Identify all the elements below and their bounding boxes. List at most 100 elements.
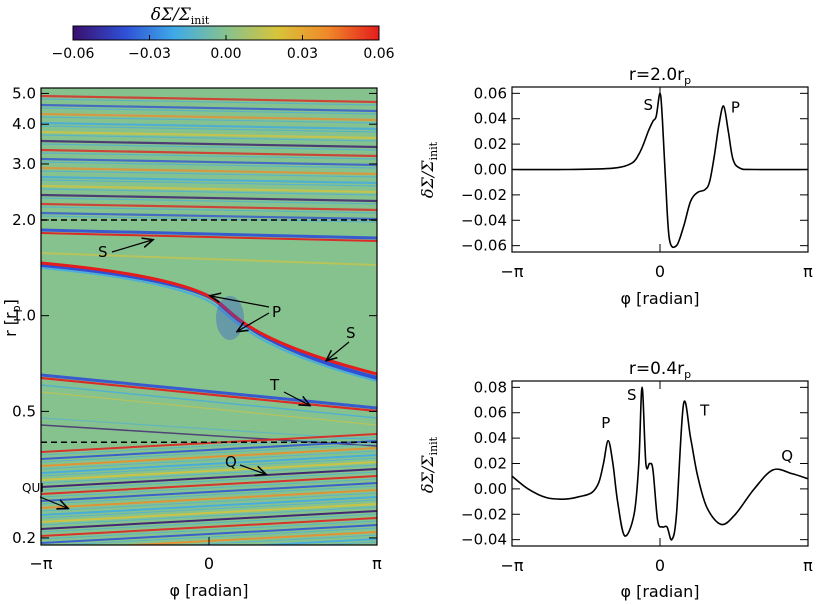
- plot-r2-xlabel: φ [radian]: [620, 289, 699, 308]
- map-band: [41, 193, 377, 203]
- colorbar-tick-label: −0.06: [52, 46, 95, 62]
- data-point: [565, 168, 567, 171]
- plot-r2-xticks: −π 0 π: [500, 87, 813, 281]
- map-ytick-label: 5.0: [12, 84, 36, 102]
- data-point: [697, 475, 699, 477]
- map-band: [41, 454, 377, 474]
- plot-r2-title: r=2.0rp: [629, 65, 691, 87]
- data-point: [624, 535, 626, 537]
- ytick-label: −0.02: [461, 505, 507, 523]
- colorbar-tick-label: 0.00: [210, 46, 241, 62]
- data-point: [690, 437, 692, 439]
- map-band: [41, 139, 377, 149]
- data-point: [652, 469, 654, 471]
- data-point: [642, 143, 645, 145]
- data-point: [720, 523, 722, 526]
- map-band: [41, 152, 377, 160]
- data-point: [706, 507, 708, 509]
- arrow-P1: [211, 296, 270, 308]
- data-point: [704, 189, 706, 191]
- map-band: [41, 121, 377, 131]
- data-point: [633, 513, 635, 515]
- arrow-T: [283, 391, 309, 405]
- map-ytick-label: 0.2: [12, 529, 36, 547]
- ytick-label: −0.04: [461, 211, 507, 229]
- data-point: [638, 153, 640, 155]
- map-ytick-label: 1.0: [12, 307, 36, 325]
- xtick-label: −π: [500, 556, 523, 575]
- map-xtick-label: π: [372, 554, 382, 573]
- map-band: [41, 175, 377, 185]
- data-point: [807, 168, 809, 171]
- data-point: [722, 105, 725, 107]
- data-point: [612, 462, 614, 465]
- data-point: [652, 120, 654, 122]
- data-point: [666, 526, 668, 528]
- data-point: [718, 124, 720, 126]
- data-point: [682, 403, 685, 405]
- data-point: [739, 167, 741, 169]
- data-point: [807, 478, 809, 480]
- map-band: [41, 373, 377, 410]
- map-band: [41, 520, 377, 540]
- data-point: [602, 462, 605, 465]
- map-band: [41, 384, 377, 419]
- map-band: [41, 492, 377, 512]
- map-band: [41, 228, 377, 240]
- plot-r04-title: r=0.4rp: [629, 359, 691, 381]
- map-band: [41, 103, 377, 113]
- plot-r2-points: [511, 92, 809, 247]
- arrow-P2: [238, 312, 270, 331]
- ytick-label: −0.04: [461, 531, 507, 549]
- colorbar-tick-label: 0.03: [287, 46, 318, 62]
- map-band: [41, 202, 377, 212]
- data-point: [546, 497, 548, 499]
- curve-label: P: [601, 414, 610, 432]
- map-band: [41, 148, 377, 158]
- map-band: [41, 197, 377, 205]
- map-band: [41, 440, 377, 460]
- map-band: [41, 443, 377, 463]
- data-point: [607, 440, 609, 442]
- data-point: [727, 130, 729, 133]
- map-band: [41, 161, 377, 169]
- plot-r2-series-line: [512, 92, 808, 249]
- map-band: [41, 112, 377, 122]
- plot-r04: r=0.4rp 0.08 0.06 0.04 0.02 0.00 −0.02 −0.04 −…: [418, 359, 813, 601]
- data-point: [511, 475, 513, 477]
- density-map: 5.0 4.0 3.0 2.0 1.0 0.5 0.2 −π 0 π r [rp] φ [rad…: [1, 84, 382, 600]
- map-band: [41, 206, 377, 214]
- map-band: [41, 513, 377, 533]
- data-point: [668, 238, 671, 240]
- map-band: [41, 436, 377, 456]
- map-band-wake: [216, 296, 244, 340]
- map-band: [41, 517, 377, 537]
- data-point: [671, 539, 673, 541]
- ytick-label: 0.00: [474, 480, 507, 498]
- data-point: [734, 513, 736, 515]
- annot-QUI: QUI: [22, 481, 44, 495]
- data-point: [641, 386, 643, 388]
- ytick-label: 0.08: [474, 378, 507, 396]
- data-point: [753, 488, 755, 490]
- map-ytick-label: 4.0: [12, 115, 36, 133]
- map-band: [246, 538, 377, 545]
- map-band: [41, 130, 377, 140]
- map-band: [41, 188, 377, 196]
- map-band: [41, 94, 377, 104]
- colorbar-ticks: −0.06 −0.03 0.00 0.03 0.06: [52, 35, 395, 62]
- map-ytick-label: 3.0: [12, 155, 36, 173]
- map-band: [41, 391, 377, 426]
- map-band: [41, 98, 377, 106]
- map-band: [41, 524, 377, 544]
- ytick-label: 0.04: [474, 429, 507, 447]
- data-point: [617, 500, 619, 503]
- data-point: [661, 526, 663, 528]
- map-band: [41, 489, 377, 509]
- plot-r04-points: [511, 386, 809, 541]
- data-point: [579, 495, 581, 498]
- data-point: [682, 226, 685, 228]
- map-band: [41, 107, 377, 115]
